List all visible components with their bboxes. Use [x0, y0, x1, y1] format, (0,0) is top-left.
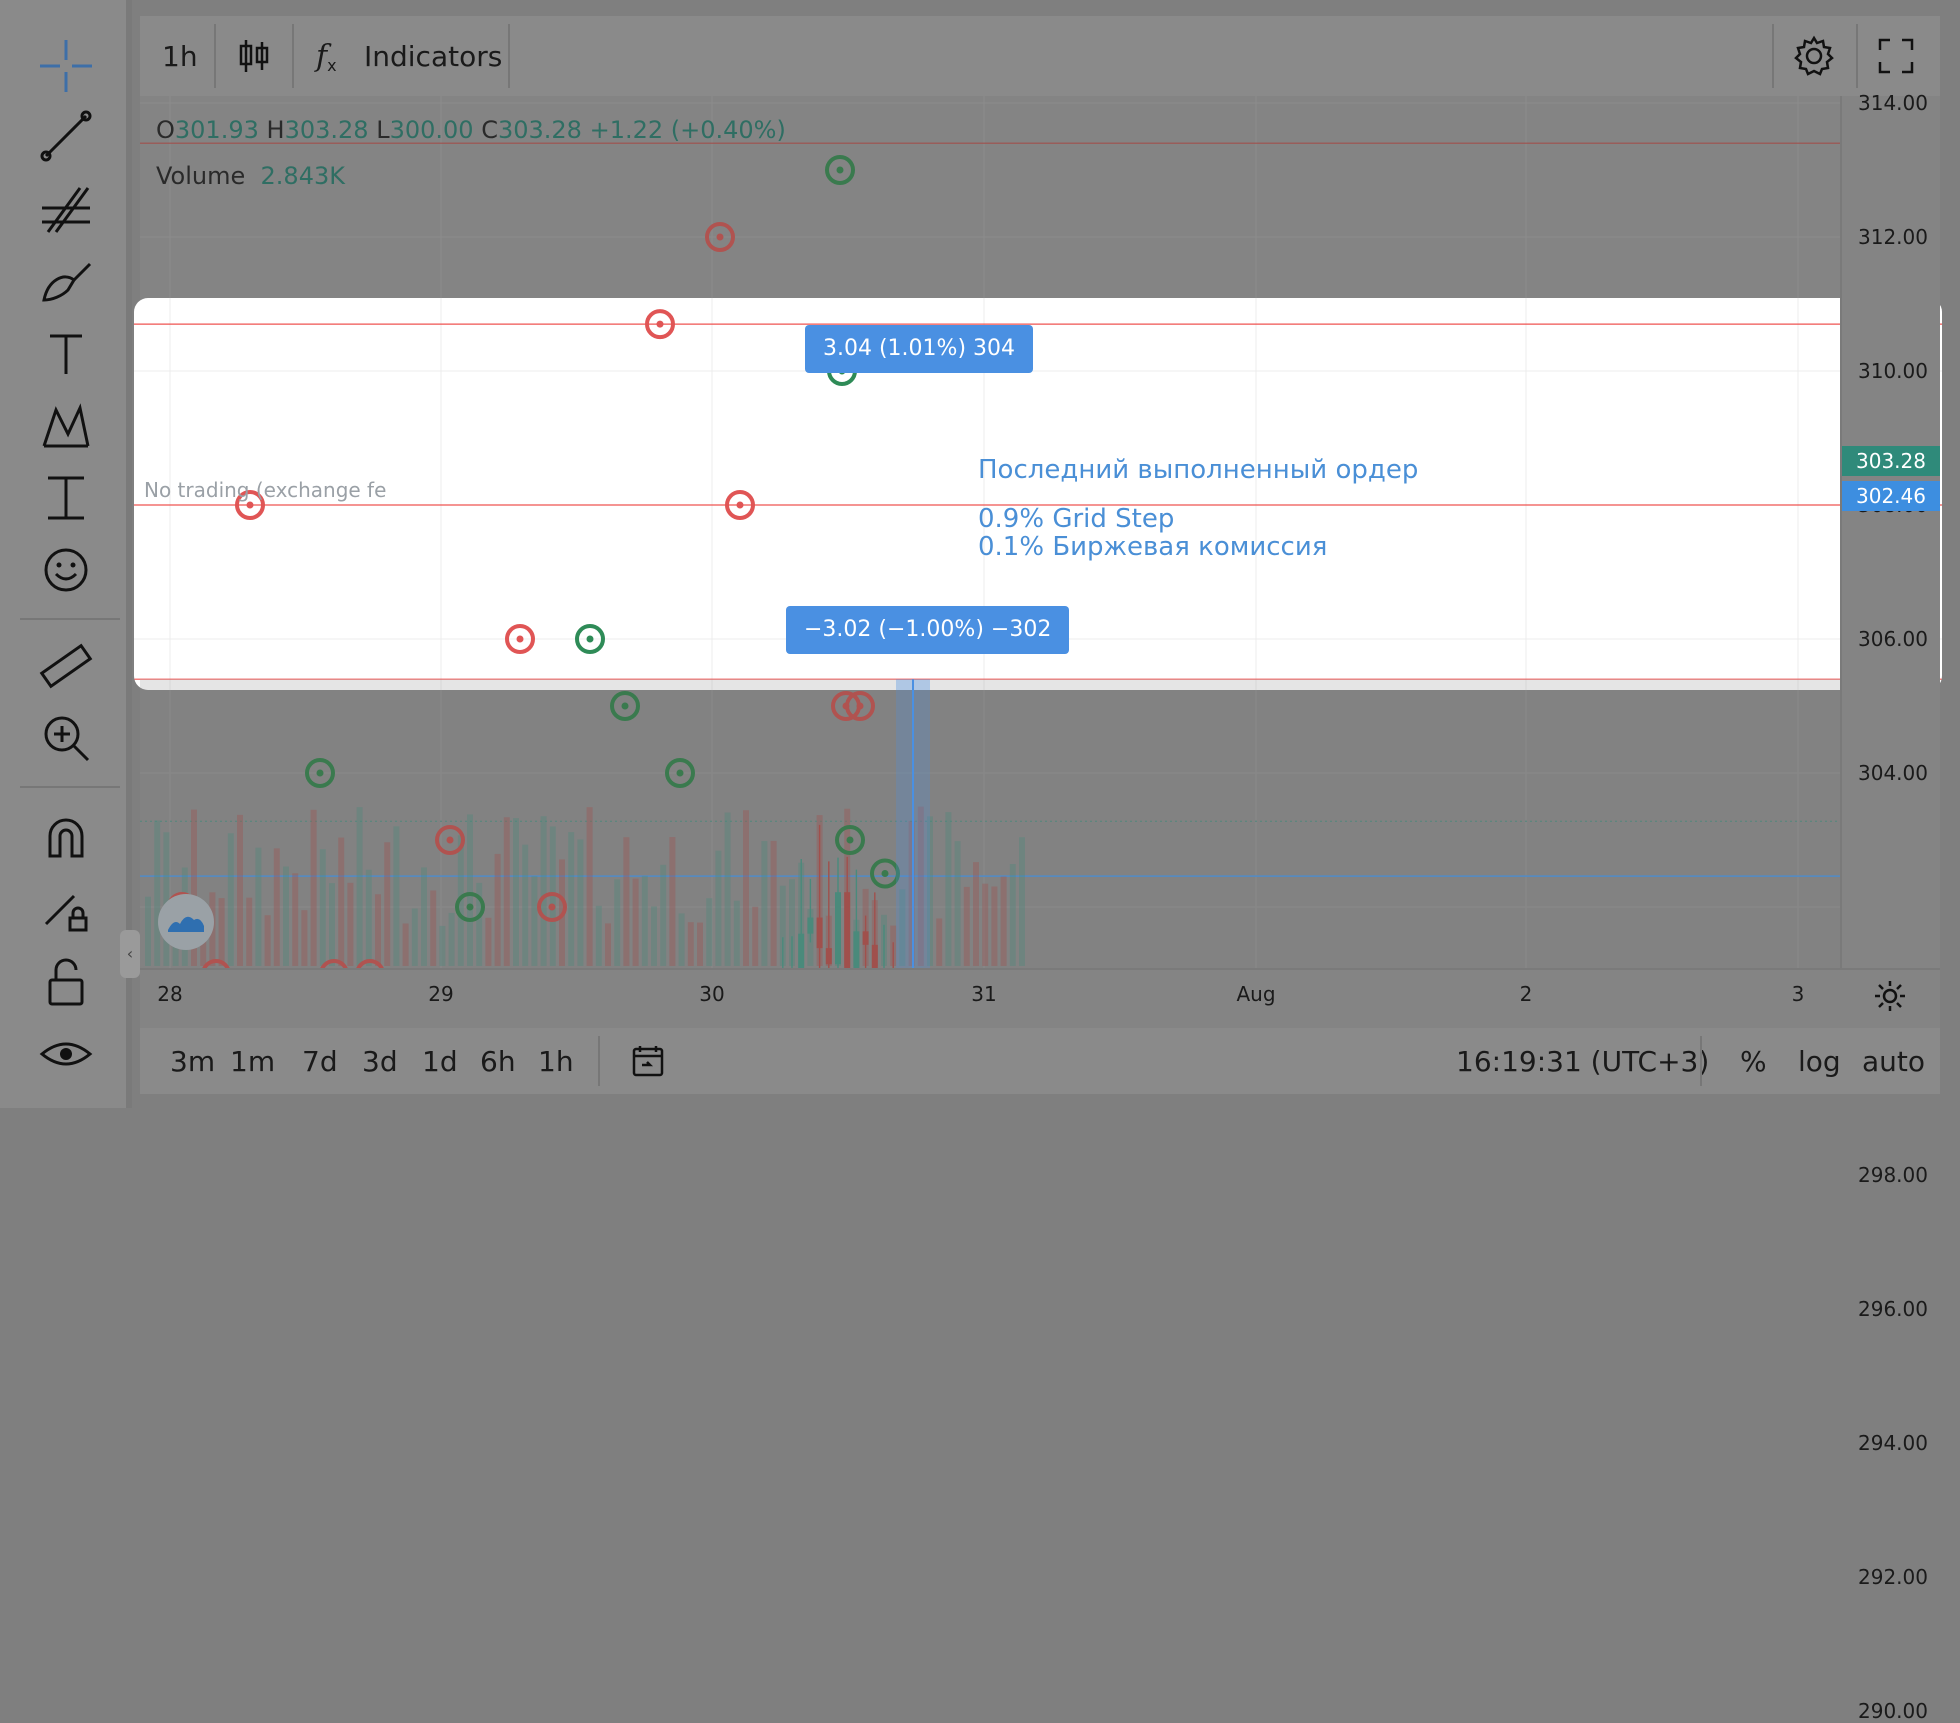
range-button-1h[interactable]: 1h — [538, 1044, 574, 1078]
fullscreen-icon[interactable] — [1876, 16, 1916, 96]
zoom-in-icon[interactable] — [34, 706, 98, 770]
last-order-text: Последний выполненный ордер — [978, 455, 1419, 485]
commission-text: 0.1% Биржевая комиссия — [978, 532, 1328, 562]
drawing-toolbar — [0, 0, 132, 1108]
price-tick-label: 304.00 — [1858, 761, 1928, 785]
crosshair-price-tag: 302.46 — [1842, 481, 1940, 511]
settings-icon[interactable] — [1792, 16, 1836, 96]
pattern-icon[interactable] — [34, 394, 98, 458]
price-tick-label: 298.00 — [1858, 1163, 1928, 1187]
range-button-3d[interactable]: 3d — [362, 1044, 398, 1078]
auto-toggle[interactable]: auto — [1862, 1044, 1926, 1078]
time-tick-label: 31 — [971, 982, 997, 1006]
percent-toggle[interactable]: % — [1740, 1044, 1767, 1078]
lock-drawing-icon[interactable] — [34, 878, 98, 942]
time-tick-label: 28 — [157, 982, 183, 1006]
trend-line-icon[interactable] — [34, 104, 98, 168]
grid-step-text: 0.9% Grid Step — [978, 504, 1175, 534]
brush-icon[interactable] — [34, 250, 98, 314]
price-tick-label: 296.00 — [1858, 1297, 1928, 1321]
last-price-tag: 303.28 — [1842, 446, 1940, 476]
collapse-toolbar-arrow[interactable]: ‹ — [120, 930, 140, 978]
magnet-icon[interactable] — [34, 806, 98, 870]
bottom-bar: 3m 1m 7d 3d 1d 6h 1h 16:19:31 (UTC+3) % log au… — [140, 1028, 1940, 1094]
candles-icon[interactable] — [236, 16, 272, 96]
ruler-icon[interactable] — [34, 634, 98, 698]
brand-logo — [158, 894, 214, 950]
text-icon[interactable] — [34, 322, 98, 386]
price-tick-label: 306.00 — [1858, 627, 1928, 651]
range-button-7d[interactable]: 7d — [302, 1044, 338, 1078]
crosshair-icon[interactable] — [34, 34, 98, 98]
price-scale[interactable] — [1840, 96, 1940, 968]
time-tick-label: 29 — [428, 982, 454, 1006]
lock-icon[interactable] — [34, 950, 98, 1014]
price-tick-label: 312.00 — [1858, 225, 1928, 249]
price-tick-label: 290.00 — [1858, 1699, 1928, 1723]
ohlc-legend: O301.93 H303.28 L300.00 C303.28 +1.22 (+… — [156, 116, 786, 144]
interval-button[interactable]: 1h — [162, 39, 198, 73]
time-scale[interactable]: 28 29 30 31 Aug 2 3 — [140, 968, 1940, 1028]
time-tick-label: Aug — [1236, 982, 1276, 1006]
log-toggle[interactable]: log — [1798, 1044, 1841, 1078]
volume-legend: Volume 2.843K — [156, 162, 345, 190]
time-tick-label: 2 — [1519, 982, 1533, 1006]
watermark-text: No trading (exchange fe — [144, 478, 387, 502]
range-button-1m[interactable]: 1m — [230, 1044, 276, 1078]
indicators-button[interactable]: Indicators — [364, 39, 503, 73]
emoji-icon[interactable] — [34, 538, 98, 602]
time-tick-label: 3 — [1791, 982, 1805, 1006]
range-button-1d[interactable]: 1d — [422, 1044, 458, 1078]
price-tick-label: 310.00 — [1858, 359, 1928, 383]
candlestick-chart — [140, 96, 1840, 968]
highlight-chart — [134, 298, 1942, 690]
eye-icon[interactable] — [34, 1022, 98, 1086]
range-button-3m[interactable]: 3m — [170, 1044, 216, 1078]
price-tick-label: 294.00 — [1858, 1431, 1928, 1455]
price-tick-label: 314.00 — [1858, 91, 1928, 115]
time-scale-settings-icon[interactable] — [1872, 978, 1908, 1018]
fib-icon[interactable] — [34, 178, 98, 242]
time-tick-label: 30 — [699, 982, 725, 1006]
measure-lower-label: −3.02 (−1.00%) −302 — [786, 606, 1070, 654]
clock-text: 16:19:31 (UTC+3) — [1456, 1044, 1710, 1078]
range-button-6h[interactable]: 6h — [480, 1044, 516, 1078]
measure-icon[interactable] — [34, 466, 98, 530]
go-to-date-icon[interactable] — [630, 1028, 666, 1094]
price-tick-label: 292.00 — [1858, 1565, 1928, 1589]
measure-upper-label: 3.04 (1.01%) 304 — [805, 325, 1034, 373]
